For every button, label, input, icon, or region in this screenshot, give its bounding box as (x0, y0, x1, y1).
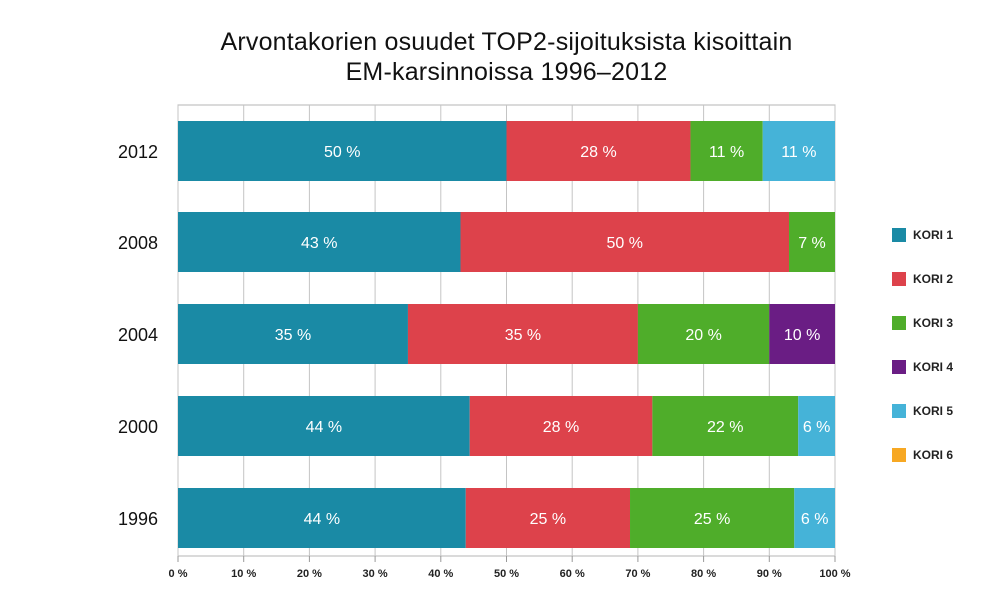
bar-segment (690, 121, 763, 181)
chart-legend: KORI 1 KORI 2 KORI 3 KORI 4 KORI 5 KORI 6 (892, 213, 953, 477)
x-tick-label: 30 % (363, 568, 388, 580)
legend-item: KORI 4 (892, 345, 953, 389)
bar-segment (178, 121, 507, 181)
data-label: 50 % (607, 235, 643, 252)
data-label: 25 % (530, 511, 566, 528)
category-label: 2008 (118, 233, 158, 253)
legend-label: KORI 5 (913, 404, 954, 418)
x-tick-label: 60 % (560, 568, 585, 580)
legend-label: KORI 2 (913, 272, 954, 286)
legend-label: KORI 3 (913, 316, 954, 330)
legend-item: KORI 1 (892, 213, 953, 257)
data-label: 7 % (798, 235, 826, 252)
legend-swatch (892, 448, 906, 462)
legend-swatch (892, 360, 906, 374)
x-tick-label: 40 % (428, 568, 453, 580)
data-label: 35 % (505, 327, 541, 344)
data-label: 6 % (803, 419, 831, 436)
bar-segment (630, 488, 795, 548)
bar-segment (769, 304, 835, 364)
category-label: 1996 (118, 509, 158, 529)
legend-swatch (892, 404, 906, 418)
legend-label: KORI 1 (913, 228, 954, 242)
x-tick-label: 20 % (297, 568, 322, 580)
x-tick-label: 10 % (231, 568, 256, 580)
x-tick-label: 0 % (169, 568, 188, 580)
bar-segment (794, 488, 835, 548)
bar-segment (789, 212, 835, 272)
bar-segment (469, 396, 653, 456)
bar-segment (652, 396, 799, 456)
x-tick-label: 100 % (819, 568, 850, 580)
legend-label: KORI 4 (913, 360, 954, 374)
data-label: 22 % (707, 419, 743, 436)
legend-swatch (892, 316, 906, 330)
chart-subtitle: EM-karsinnoissa 1996–2012 (345, 58, 668, 86)
category-label: 2012 (118, 142, 158, 162)
bar-segment (178, 304, 408, 364)
data-label: 35 % (275, 327, 311, 344)
data-label: 28 % (543, 419, 579, 436)
bar-segment (798, 396, 835, 456)
x-tick-label: 70 % (625, 568, 650, 580)
data-label: 11 % (781, 144, 816, 161)
x-tick-label: 90 % (757, 568, 782, 580)
data-label: 10 % (784, 327, 820, 344)
data-label: 43 % (301, 235, 337, 252)
bar-segment (506, 121, 691, 181)
legend-label: KORI 6 (913, 448, 954, 462)
legend-swatch (892, 272, 906, 286)
bar-segment (407, 304, 638, 364)
category-label: 2000 (118, 417, 158, 437)
data-label: 25 % (694, 511, 730, 528)
bar-segment (178, 396, 470, 456)
x-tick-label: 80 % (691, 568, 716, 580)
legend-item: KORI 5 (892, 389, 953, 433)
data-label: 44 % (304, 511, 340, 528)
data-label: 6 % (801, 511, 829, 528)
x-tick-label: 50 % (494, 568, 519, 580)
chart-title: Arvontakorien osuudet TOP2-sijoituksista… (220, 28, 793, 56)
data-label: 28 % (580, 144, 616, 161)
bar-segment (637, 304, 770, 364)
bar-segment (178, 212, 461, 272)
legend-item: KORI 3 (892, 301, 953, 345)
bar-segment (460, 212, 790, 272)
legend-swatch (892, 228, 906, 242)
data-label: 11 % (709, 144, 744, 161)
category-label: 2004 (118, 325, 158, 345)
bar-segment (178, 488, 466, 548)
bar-segment (762, 121, 835, 181)
data-label: 44 % (306, 419, 342, 436)
legend-item: KORI 2 (892, 257, 953, 301)
data-label: 50 % (324, 144, 360, 161)
legend-item: KORI 6 (892, 433, 953, 477)
bar-segment (465, 488, 631, 548)
data-label: 20 % (685, 327, 721, 344)
